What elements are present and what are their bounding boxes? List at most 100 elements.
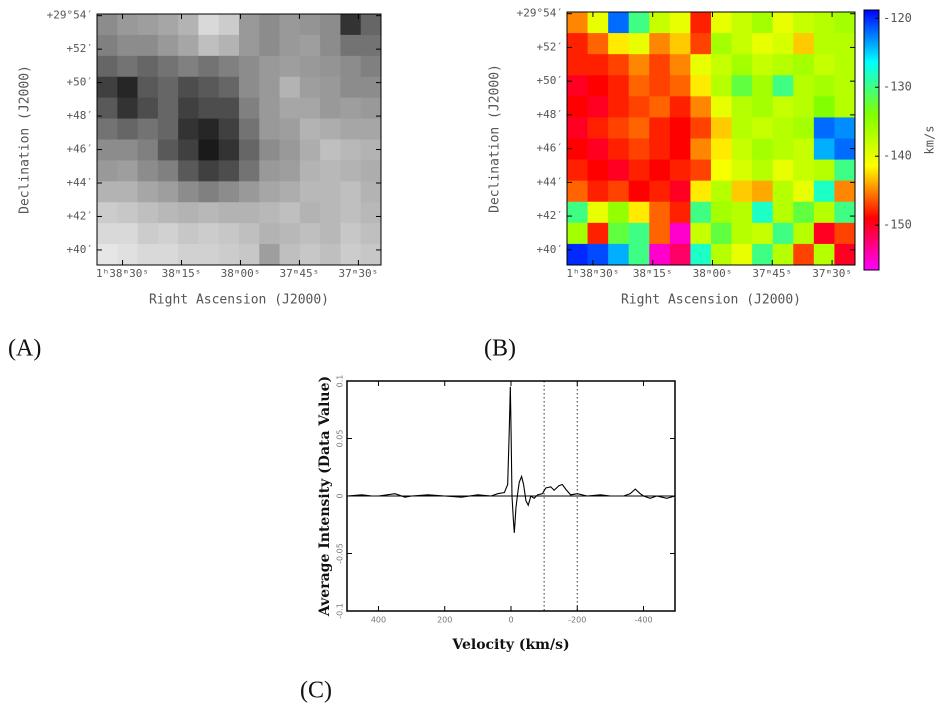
heatmap-cell	[117, 14, 139, 36]
heatmap-cell	[299, 76, 321, 99]
heatmap-cell	[813, 159, 835, 182]
heatmap-cell	[608, 180, 630, 203]
heatmap-cell	[157, 244, 179, 266]
heatmap-cell	[669, 75, 691, 97]
heatmap-cell	[360, 97, 382, 120]
heatmap-cell	[567, 117, 589, 139]
heatmap-cell	[157, 181, 179, 203]
heatmap-cell	[731, 222, 753, 245]
heatmap-cell	[752, 12, 774, 34]
heatmap-cell	[137, 202, 159, 224]
heatmap-cell	[772, 33, 794, 55]
heatmap-cell	[587, 96, 609, 118]
heatmap-cell	[772, 75, 794, 97]
colorbar-tick-label: -150	[883, 218, 912, 232]
heatmap-cell	[299, 139, 321, 161]
heatmap-cell	[669, 96, 691, 118]
heatmap-cell	[813, 75, 835, 97]
heatmap-cell	[218, 223, 240, 245]
heatmap-cell	[813, 12, 835, 34]
heatmap-cell	[320, 76, 341, 99]
heatmap-cell	[711, 54, 733, 76]
heatmap-cell	[320, 14, 341, 36]
heatmap-cell	[320, 55, 341, 78]
x-tick-label: 0	[508, 616, 513, 625]
heatmap-cell	[340, 139, 362, 161]
heatmap-cell	[772, 159, 794, 182]
y-tick-label: +48′	[67, 109, 94, 122]
y-tick-label: +50′	[537, 74, 564, 87]
heatmap-cell	[834, 243, 856, 266]
heatmap-cell	[117, 223, 139, 245]
heatmap-cell	[649, 201, 671, 224]
heatmap-cell	[239, 76, 260, 99]
heatmap-cell	[299, 181, 321, 203]
heatmap-cell	[157, 97, 179, 120]
heatmap-cell	[218, 34, 240, 57]
heatmap-cell	[360, 181, 382, 203]
heatmap-cell	[834, 33, 856, 55]
y-tick-label: +46′	[537, 142, 564, 155]
heatmap-cell	[178, 76, 199, 99]
spectrum-line	[346, 386, 676, 533]
heatmap-cell	[279, 34, 301, 57]
heatmap-cell	[97, 223, 118, 245]
heatmap-cell	[198, 181, 220, 203]
heatmap-cell	[198, 139, 220, 161]
heatmap-cell	[178, 97, 199, 120]
heatmap-cell	[587, 138, 609, 161]
heatmap-cell	[178, 244, 199, 266]
heatmap-cell	[279, 160, 301, 182]
heatmap-cell	[752, 138, 774, 161]
heatmap-cell	[198, 34, 220, 57]
heatmap-cell	[628, 117, 650, 139]
y-tick-label: -0.05	[336, 543, 345, 564]
heatmap-cell	[587, 159, 609, 182]
heatmap-cell	[711, 117, 733, 139]
heatmap-cell	[97, 14, 118, 36]
heatmap-cell	[259, 244, 281, 266]
heatmap-cell	[587, 54, 609, 76]
heatmap-cell	[813, 201, 835, 224]
heatmap-cell	[218, 55, 240, 78]
heatmap-cell	[731, 75, 753, 97]
heatmap-cell	[259, 139, 281, 161]
panel-label: (C)	[300, 678, 332, 704]
heatmap-cell	[299, 118, 321, 140]
x-tick-label: 37ᵐ30ˢ	[339, 267, 379, 280]
colorbar-tick-label: -120	[883, 11, 912, 25]
heatmap-cell	[137, 160, 159, 182]
heatmap-cell	[157, 223, 179, 245]
heatmap-cell	[711, 33, 733, 55]
heatmap-cell	[628, 180, 650, 203]
x-axis-title: Velocity (km/s)	[451, 637, 569, 653]
heatmap-cell	[772, 180, 794, 203]
heatmap-cell	[752, 75, 774, 97]
heatmap-cell	[157, 139, 179, 161]
heatmap-cell	[97, 34, 118, 57]
heatmap-cell	[669, 201, 691, 224]
y-tick-label: +40′	[537, 243, 564, 256]
heatmap-cell	[299, 14, 321, 36]
heatmap-cell	[690, 117, 712, 139]
heatmap-cell	[198, 118, 220, 140]
heatmap-cell	[690, 96, 712, 118]
heatmap-cell	[178, 139, 199, 161]
heatmap-cell	[239, 223, 260, 245]
heatmap-cell	[690, 201, 712, 224]
colorbar-title: km/s	[923, 126, 937, 155]
heatmap-cell	[279, 55, 301, 78]
heatmap-cell	[259, 34, 281, 57]
heatmap-cell	[340, 118, 362, 140]
heatmap-cell	[834, 12, 856, 34]
heatmap-cell	[259, 160, 281, 182]
heatmap-cell	[259, 97, 281, 120]
y-tick-label: +46′	[67, 143, 94, 156]
heatmap-cell	[587, 243, 609, 266]
heatmap-cell	[690, 33, 712, 55]
heatmap-cell	[218, 160, 240, 182]
heatmap-cell	[360, 76, 382, 99]
heatmap-cell	[178, 118, 199, 140]
heatmap-cell	[793, 180, 815, 203]
heatmap-cell	[793, 33, 815, 55]
